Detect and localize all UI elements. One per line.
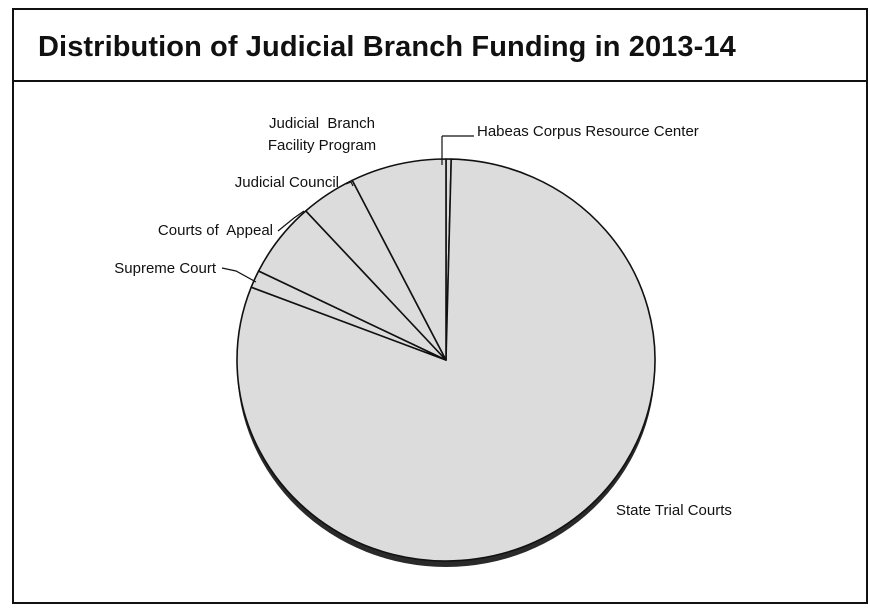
leader-line-courts-of-appeal [277, 210, 305, 232]
chart-title: Distribution of Judicial Branch Funding … [38, 31, 736, 63]
slice-label-judicial-council: Judicial Council [235, 174, 339, 191]
slice-label-judicial-branch-facility-program: Judicial Branch Facility Program [268, 115, 376, 154]
leader-line-habeas-corpus-resource-center [441, 135, 474, 165]
leader-line-supreme-court [221, 267, 257, 283]
pie-slice-judicial-branch-facility-program [351, 158, 447, 361]
title-bar: Distribution of Judicial Branch Funding … [14, 10, 866, 82]
slice-label-state-trial-courts: State Trial Courts [616, 502, 732, 519]
slice-label-supreme-court: Supreme Court [114, 260, 217, 277]
slice-label-habeas-corpus-resource-center: Habeas Corpus Resource Center [477, 123, 699, 140]
leader-line-judicial-council [345, 181, 354, 187]
slice-label-courts-of-appeal: Courts of Appeal [158, 222, 273, 239]
